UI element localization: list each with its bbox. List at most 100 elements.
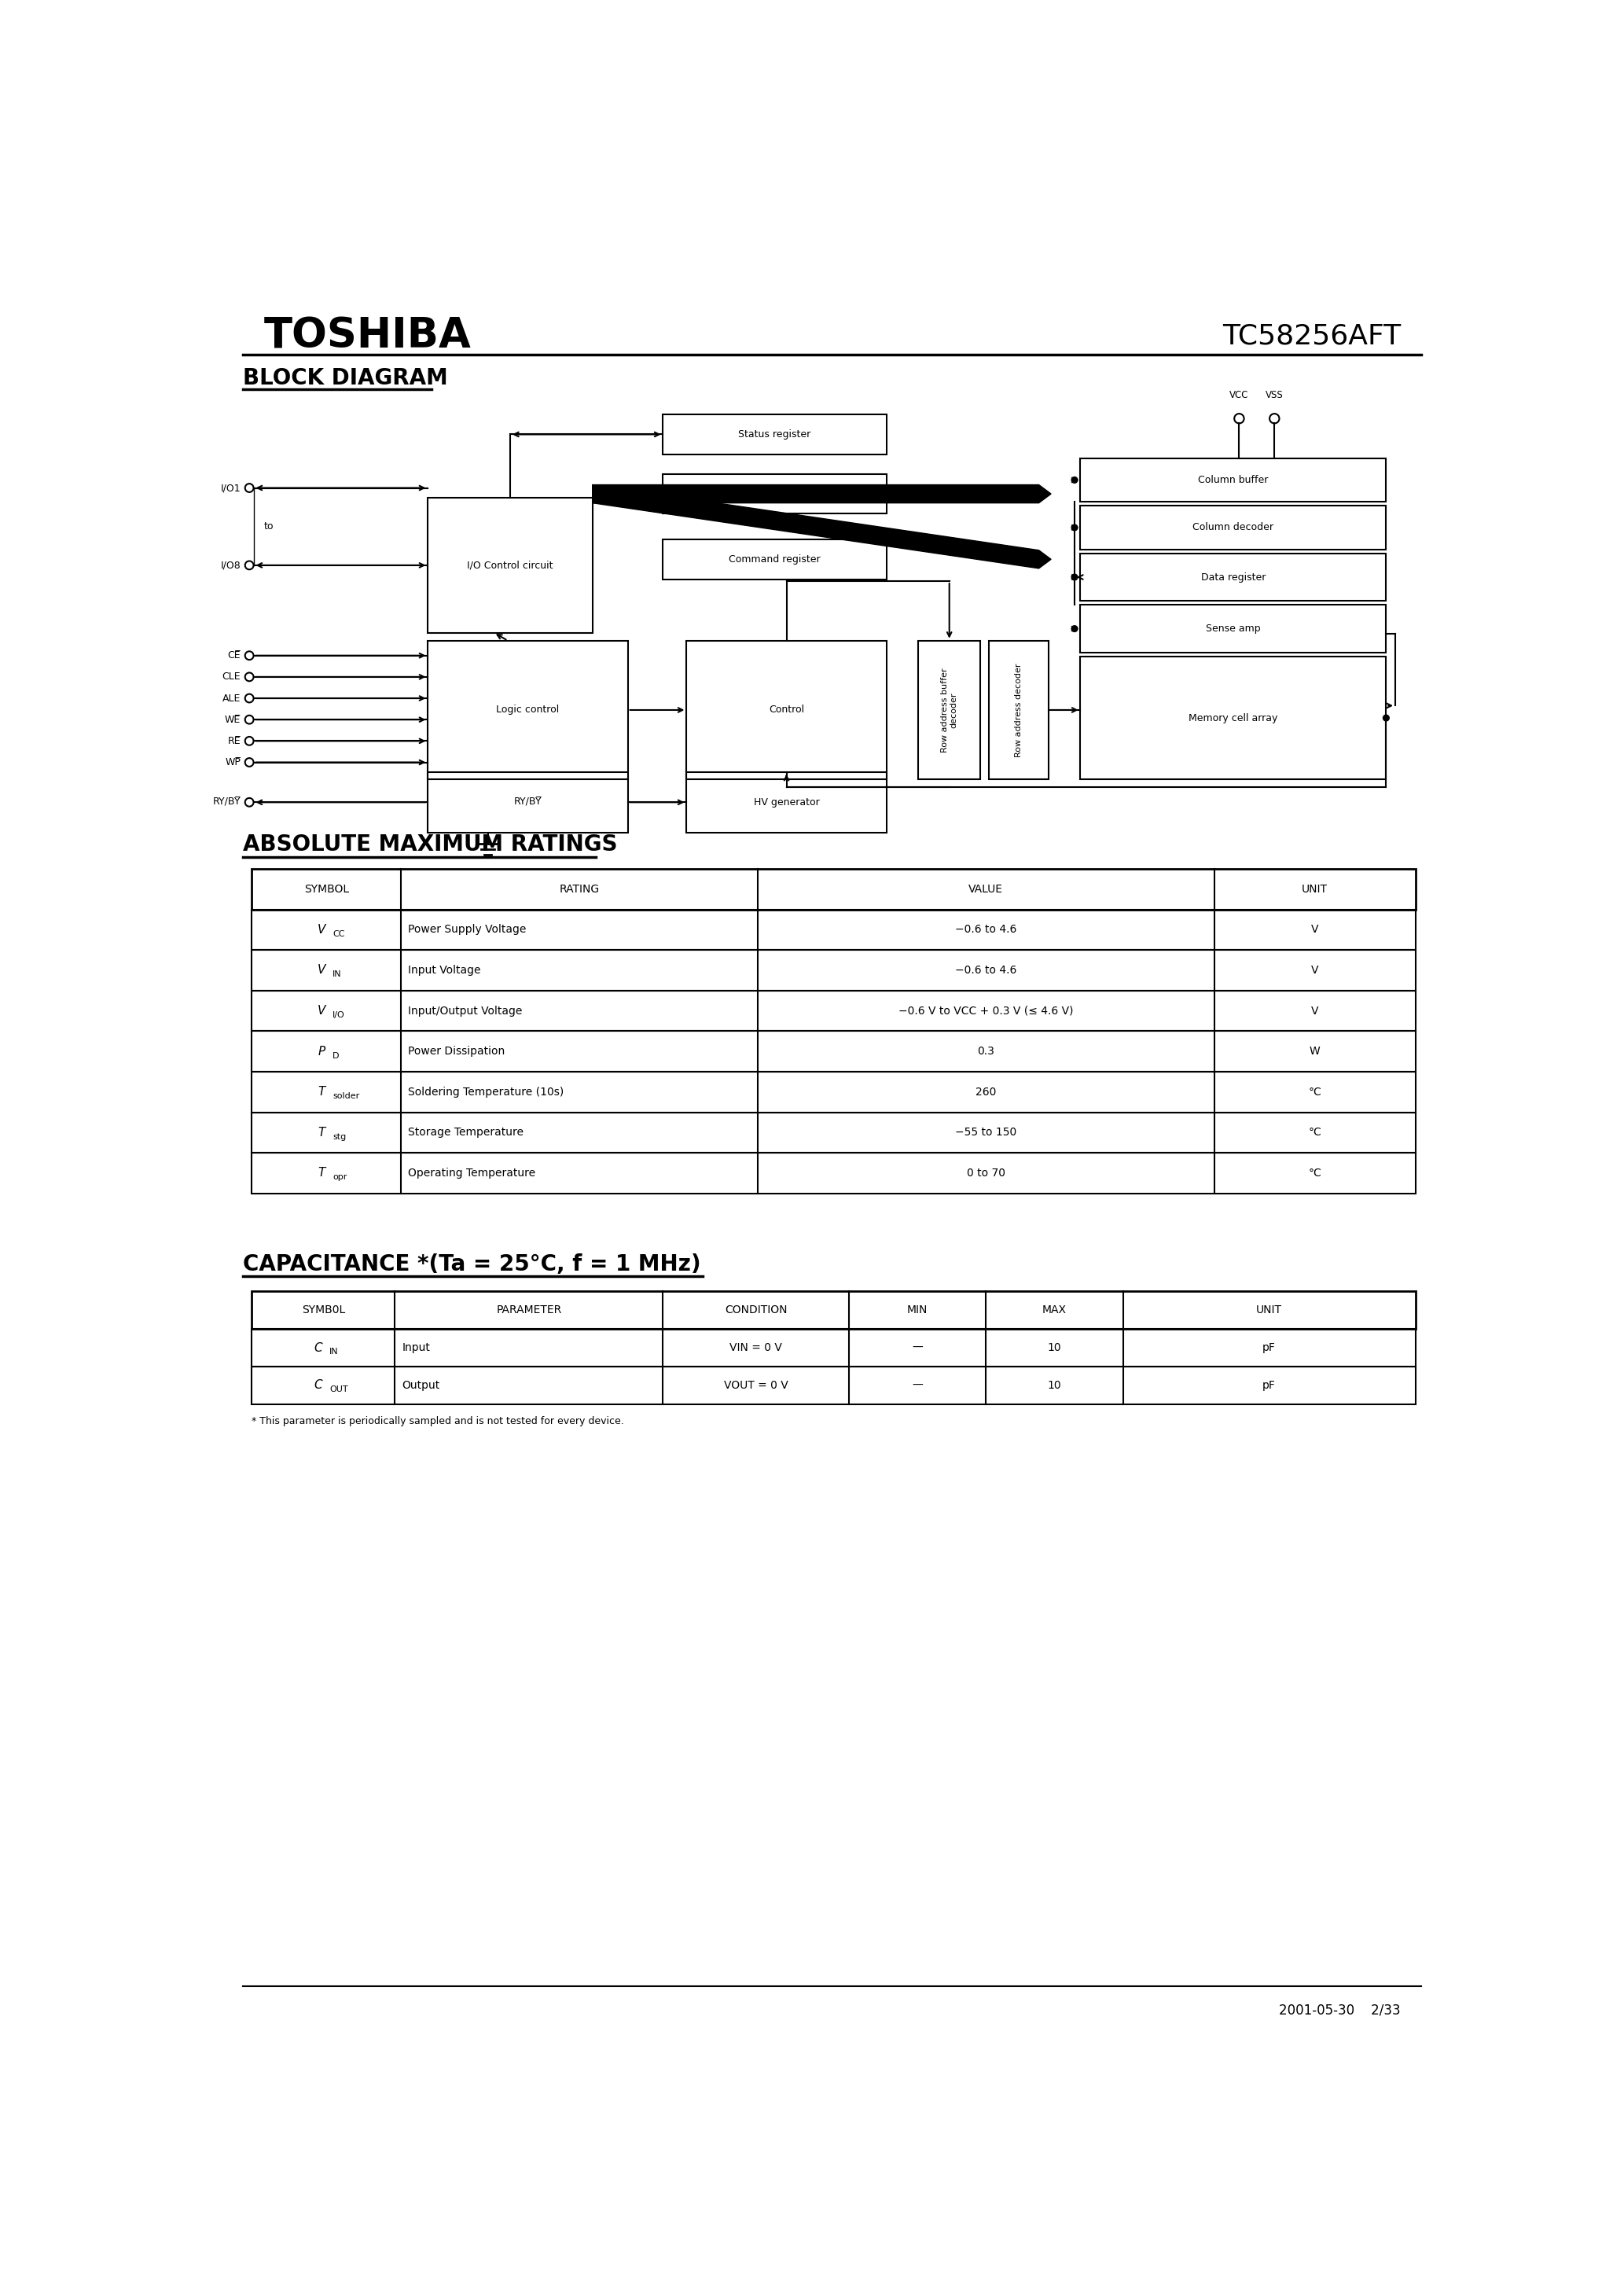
Text: 0 to 70: 0 to 70 bbox=[966, 1169, 1005, 1178]
Text: RE̅: RE̅ bbox=[227, 735, 240, 746]
Circle shape bbox=[1072, 523, 1078, 530]
Text: * This parameter is periodically sampled and is not tested for every device.: * This parameter is periodically sampled… bbox=[252, 1417, 624, 1426]
Text: opr: opr bbox=[333, 1173, 348, 1180]
Text: −0.6 to 4.6: −0.6 to 4.6 bbox=[955, 925, 1017, 934]
Text: W: W bbox=[1309, 1047, 1320, 1056]
Text: CAPACITANCE *(Ta = 25°C, f = 1 MHz): CAPACITANCE *(Ta = 25°C, f = 1 MHz) bbox=[242, 1254, 700, 1274]
Text: 260: 260 bbox=[976, 1086, 996, 1097]
Text: OUT: OUT bbox=[330, 1384, 348, 1394]
Bar bbox=[252, 1111, 1415, 1153]
Bar bbox=[427, 641, 628, 778]
Text: T: T bbox=[318, 1086, 325, 1097]
Text: TOSHIBA: TOSHIBA bbox=[265, 315, 471, 356]
Text: VOUT = 0 V: VOUT = 0 V bbox=[724, 1380, 788, 1391]
Text: RATING: RATING bbox=[559, 884, 599, 895]
Text: V: V bbox=[317, 1006, 325, 1017]
Text: V: V bbox=[1311, 1006, 1319, 1017]
Bar bbox=[252, 1329, 1415, 1366]
Text: WP̅: WP̅ bbox=[226, 758, 240, 767]
Text: pF: pF bbox=[1262, 1380, 1276, 1391]
Bar bbox=[252, 1072, 1415, 1111]
Text: 0.3: 0.3 bbox=[978, 1047, 994, 1056]
Text: V: V bbox=[1311, 925, 1319, 934]
Bar bbox=[427, 771, 628, 833]
Text: 10: 10 bbox=[1047, 1380, 1060, 1391]
Text: UNIT: UNIT bbox=[1255, 1304, 1281, 1316]
Text: ABSOLUTE MAXIMUM RATINGS: ABSOLUTE MAXIMUM RATINGS bbox=[242, 833, 617, 856]
Bar bbox=[252, 1153, 1415, 1194]
Text: −0.6 V to VCC + 0.3 V (≤ 4.6 V): −0.6 V to VCC + 0.3 V (≤ 4.6 V) bbox=[898, 1006, 1073, 1017]
Text: °C: °C bbox=[1309, 1169, 1322, 1178]
Text: RY/BY̅: RY/BY̅ bbox=[513, 797, 542, 808]
Bar bbox=[427, 498, 593, 634]
Text: TC58256AFT: TC58256AFT bbox=[1223, 324, 1400, 349]
Text: VSS: VSS bbox=[1265, 390, 1283, 400]
Bar bbox=[989, 641, 1049, 778]
Text: 2001-05-30    2/33: 2001-05-30 2/33 bbox=[1280, 2002, 1400, 2018]
Text: VCC: VCC bbox=[1229, 390, 1249, 400]
Text: Power Supply Voltage: Power Supply Voltage bbox=[408, 925, 526, 934]
Text: Storage Temperature: Storage Temperature bbox=[408, 1127, 525, 1139]
Text: MAX: MAX bbox=[1043, 1304, 1067, 1316]
Text: stg: stg bbox=[333, 1132, 346, 1141]
Bar bbox=[1080, 459, 1387, 503]
Text: P: P bbox=[318, 1045, 325, 1056]
Text: CE̅: CE̅ bbox=[227, 650, 240, 661]
Text: pF: pF bbox=[1262, 1343, 1276, 1352]
Bar bbox=[252, 990, 1415, 1031]
Text: CLE: CLE bbox=[222, 673, 240, 682]
Bar bbox=[1080, 553, 1387, 602]
Text: Input Voltage: Input Voltage bbox=[408, 964, 481, 976]
Text: IN: IN bbox=[333, 971, 341, 978]
Text: Row address buffer
decoder: Row address buffer decoder bbox=[940, 668, 958, 753]
Bar bbox=[687, 641, 887, 778]
Bar bbox=[252, 1366, 1415, 1405]
Text: —: — bbox=[913, 1343, 922, 1352]
Text: I/O1: I/O1 bbox=[221, 482, 240, 494]
Text: BLOCK DIAGRAM: BLOCK DIAGRAM bbox=[242, 367, 448, 390]
Circle shape bbox=[1384, 714, 1389, 721]
Text: Operating Temperature: Operating Temperature bbox=[408, 1169, 536, 1178]
Text: V: V bbox=[317, 923, 325, 934]
Bar bbox=[687, 771, 887, 833]
Text: Command register: Command register bbox=[729, 553, 820, 565]
Text: T: T bbox=[318, 1166, 325, 1180]
Bar bbox=[918, 641, 981, 778]
Text: C: C bbox=[315, 1380, 323, 1391]
Text: MIN: MIN bbox=[906, 1304, 927, 1316]
Bar bbox=[663, 540, 887, 579]
Polygon shape bbox=[593, 484, 1051, 503]
Polygon shape bbox=[593, 484, 1051, 569]
Text: UNIT: UNIT bbox=[1302, 884, 1328, 895]
Text: D: D bbox=[333, 1052, 339, 1058]
Bar bbox=[663, 416, 887, 455]
Text: CONDITION: CONDITION bbox=[724, 1304, 788, 1316]
Text: Column buffer: Column buffer bbox=[1199, 475, 1268, 484]
Text: VIN = 0 V: VIN = 0 V bbox=[729, 1343, 783, 1352]
Text: Address register: Address register bbox=[734, 489, 815, 498]
Text: VALUE: VALUE bbox=[968, 884, 1004, 895]
Text: I/O8: I/O8 bbox=[221, 560, 240, 569]
Text: Logic control: Logic control bbox=[497, 705, 559, 714]
Text: to: to bbox=[265, 521, 274, 533]
Bar bbox=[252, 951, 1415, 990]
Text: T: T bbox=[318, 1127, 325, 1139]
Text: −0.6 to 4.6: −0.6 to 4.6 bbox=[955, 964, 1017, 976]
Circle shape bbox=[1072, 574, 1078, 581]
Bar bbox=[252, 1031, 1415, 1072]
Bar bbox=[252, 868, 1415, 909]
Bar bbox=[252, 909, 1415, 951]
Text: Status register: Status register bbox=[739, 429, 810, 439]
Bar bbox=[1080, 657, 1387, 778]
Text: I/O: I/O bbox=[333, 1010, 344, 1019]
Text: IN: IN bbox=[330, 1348, 338, 1357]
Text: CC: CC bbox=[333, 930, 344, 937]
Text: Output: Output bbox=[403, 1380, 440, 1391]
Text: Soldering Temperature (10s): Soldering Temperature (10s) bbox=[408, 1086, 564, 1097]
Text: Input/Output Voltage: Input/Output Voltage bbox=[408, 1006, 523, 1017]
Text: −55 to 150: −55 to 150 bbox=[955, 1127, 1017, 1139]
Bar bbox=[1080, 604, 1387, 652]
Text: Power Dissipation: Power Dissipation bbox=[408, 1047, 505, 1056]
Text: Row address decoder: Row address decoder bbox=[1015, 664, 1023, 758]
Text: PARAMETER: PARAMETER bbox=[497, 1304, 562, 1316]
